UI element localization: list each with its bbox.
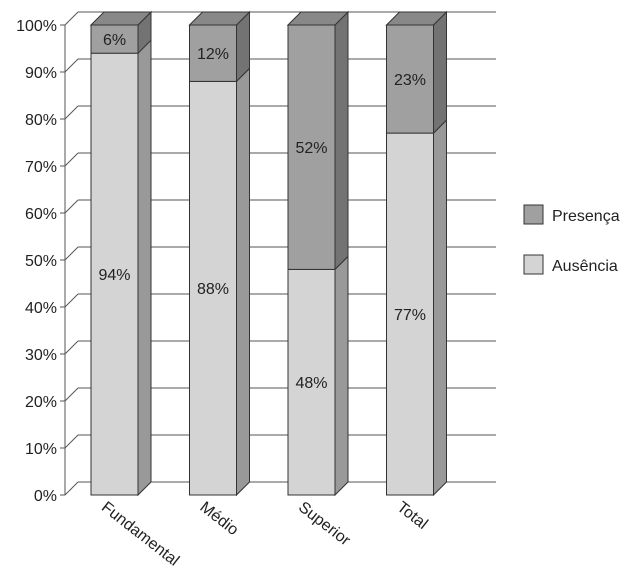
bar-side — [433, 10, 447, 135]
bar-front — [287, 24, 336, 270]
bar-top — [89, 11, 153, 26]
gridline-diagonal — [64, 11, 79, 26]
x-category-label: Médio — [197, 499, 242, 539]
bar-side — [433, 118, 447, 497]
bar-front — [386, 24, 434, 134]
y-tick-label: 100% — [16, 18, 57, 35]
bar-front — [189, 80, 237, 496]
bar-segment-presença — [286, 10, 350, 271]
gridline-diagonal — [64, 246, 79, 261]
legend-item-presença: Presença — [523, 204, 620, 225]
y-tick-label: 80% — [25, 112, 57, 129]
bar-segment-ausência — [90, 38, 152, 497]
bar-segment-presença — [89, 10, 153, 55]
y-tick-label: 70% — [25, 159, 57, 176]
bars — [89, 10, 448, 497]
data-label: 6% — [103, 32, 126, 49]
y-tick-label: 40% — [25, 300, 57, 317]
bar-side — [334, 10, 349, 271]
bar-side — [137, 38, 152, 497]
bar-top — [188, 11, 251, 26]
legend-item-ausência: Ausência — [523, 254, 618, 275]
gridline-diagonal — [64, 481, 79, 496]
gridline-diagonal — [64, 434, 79, 449]
gridline-diagonal — [64, 199, 79, 214]
gridline-diagonal — [64, 293, 79, 308]
bar-side — [334, 255, 349, 497]
data-label: 94% — [98, 267, 130, 284]
bar-top — [286, 11, 350, 26]
bar-segment-presença — [385, 10, 448, 135]
bar-segment-ausência — [287, 255, 349, 497]
gridline-diagonal — [64, 58, 79, 73]
gridline-diagonal — [64, 387, 79, 402]
data-labels: 94% 6% 88% 12% 48% 52% 77% 23% — [98, 32, 426, 392]
bar-front — [90, 52, 139, 496]
y-tick-label: 20% — [25, 394, 57, 411]
bar-front — [90, 24, 139, 54]
x-axis-categories: Fundamental Médio Superior Total — [98, 499, 431, 570]
legend-label: Presença — [552, 208, 620, 225]
y-tick-label: 0% — [34, 488, 57, 505]
legend-swatch — [523, 204, 544, 225]
bar-front — [287, 268, 336, 496]
bar-segment-ausência — [189, 67, 250, 497]
y-tick-label: 50% — [25, 253, 57, 270]
gridline-diagonal — [64, 105, 79, 120]
x-category-label: Total — [394, 499, 431, 533]
y-tick-label: 10% — [25, 441, 57, 458]
legend-label: Ausência — [552, 258, 618, 275]
bar-segment-presença — [188, 10, 251, 83]
y-tick-label: 30% — [25, 347, 57, 364]
data-label: 48% — [295, 375, 327, 392]
bar-top — [385, 11, 448, 26]
data-label: 77% — [394, 307, 426, 324]
bar-front — [386, 132, 434, 496]
y-tick-label: 60% — [25, 206, 57, 223]
gridline-diagonal — [64, 340, 79, 355]
data-label: 23% — [394, 72, 426, 89]
bar-side — [236, 67, 250, 497]
legend: Presença Ausência — [523, 204, 620, 275]
data-label: 52% — [295, 140, 327, 157]
y-axis-ticks: 0% 10% 20% 30% 40% 50% 60% 70% 80% 90% 100% — [16, 18, 65, 505]
legend-swatch — [523, 254, 544, 275]
x-category-label: Superior — [295, 499, 354, 550]
data-label: 12% — [197, 46, 229, 63]
data-label: 88% — [197, 281, 229, 298]
gridline-diagonal — [64, 152, 79, 167]
x-category-label: Fundamental — [98, 499, 182, 570]
y-tick-label: 90% — [25, 65, 57, 82]
bar-segment-ausência — [386, 118, 447, 497]
